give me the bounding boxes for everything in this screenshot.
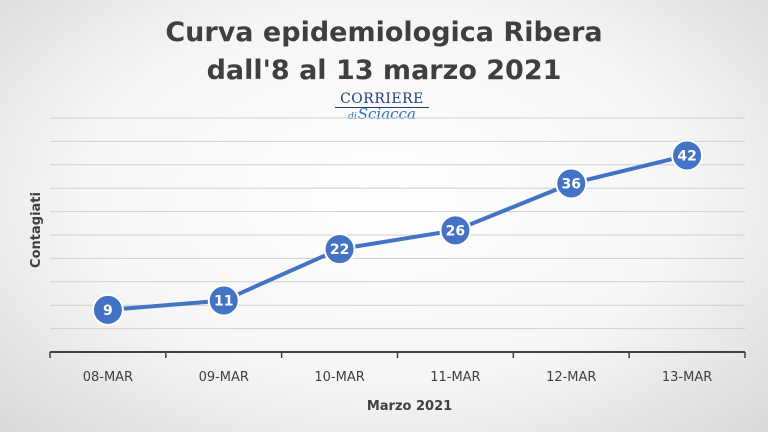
x-tick-label: 12-MAR (546, 370, 596, 385)
labels: 08-MAR 09-MAR 10-MAR 11-MAR 12-MAR 13-MAR Marz… (29, 148, 712, 414)
chart-title: Curva epidemiologica Ribera dall'8 al 13… (0, 14, 768, 90)
x-tick-label: 13-MAR (662, 370, 712, 385)
data-label: 42 (677, 148, 696, 164)
data-label: 26 (446, 223, 465, 239)
data-label: 11 (214, 294, 233, 310)
data-point (207, 284, 240, 317)
data-point (671, 139, 704, 172)
x-tick-label: 11-MAR (430, 370, 480, 385)
chart-title-line-1: Curva epidemiologica Ribera (165, 17, 603, 48)
data-point (323, 233, 356, 266)
x-tick-label: 08-MAR (83, 370, 133, 385)
data-label: 22 (330, 242, 349, 258)
gridlines (50, 117, 745, 330)
data-label: 9 (103, 303, 113, 319)
series-line (107, 153, 688, 312)
logo-top-text: CORRIERE (340, 91, 424, 107)
chart-title-line-2: dall'8 al 13 marzo 2021 (206, 55, 562, 86)
series (91, 139, 704, 326)
data-label: 36 (562, 177, 581, 193)
x-axis (49, 351, 746, 358)
logo-di-text: di (348, 112, 357, 122)
x-axis-title: Marzo 2021 (367, 399, 452, 414)
data-point (91, 293, 124, 326)
logo-rule (335, 107, 429, 108)
data-point (439, 214, 472, 247)
data-point (555, 167, 588, 200)
x-tick-label: 09-MAR (199, 370, 249, 385)
y-axis-title: Contagiati (29, 192, 44, 268)
x-tick-label: 10-MAR (314, 370, 364, 385)
